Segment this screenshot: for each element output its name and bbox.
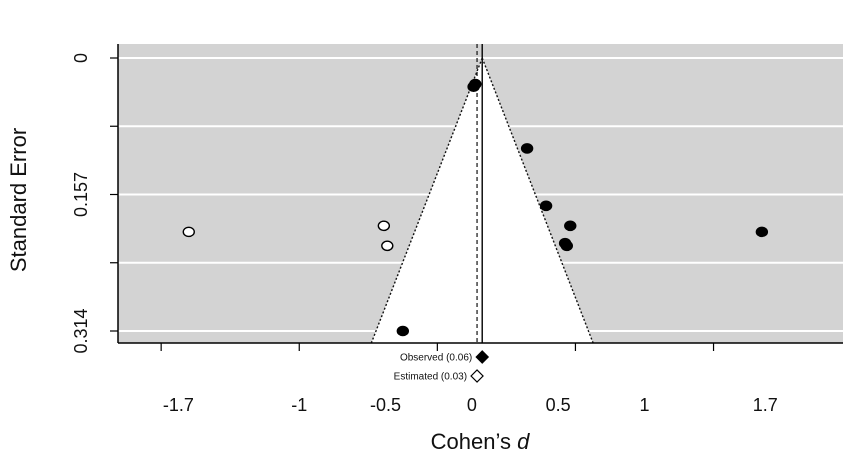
y-axis-ticks: 0 0.157 0.314 (71, 53, 118, 354)
observed-study-point (755, 226, 769, 238)
observed-study-point (396, 325, 410, 337)
estimated-summary-diamond (470, 369, 484, 383)
reference-lines (476, 44, 483, 343)
estimated-study-point (182, 226, 195, 238)
observed-study-point (564, 220, 577, 232)
x-tick-label: 1.7 (753, 395, 778, 415)
observed-study-point (467, 81, 480, 92)
x-tick-label: 0 (467, 395, 477, 415)
estimated-summary-label: Estimated (0.03) (394, 372, 467, 383)
x-tick-label: -0.5 (370, 395, 401, 415)
observed-study-point (539, 200, 553, 212)
funnel-left-edge (370, 57, 483, 344)
x-tick-label: 1 (639, 395, 649, 415)
x-tick-label: -1.7 (163, 395, 194, 415)
observed-summary-diamond (475, 350, 490, 364)
x-axis-title: Cohen’s d (431, 429, 530, 454)
x-axis-ticks: -1.7 -1 -0.5 0 0.5 1 1.7 (160, 343, 778, 415)
y-tick-label: 0.314 (71, 308, 91, 353)
y-axis-title: Standard Error (6, 128, 31, 272)
x-tick-label: -1 (291, 395, 307, 415)
data-points (182, 78, 769, 337)
observed-study-point (520, 143, 534, 154)
x-tick-label: 0.5 (546, 395, 571, 415)
summary-markers: Observed (0.06) Estimated (0.03) (394, 350, 490, 383)
observed-summary-label: Observed (0.06) (400, 353, 472, 364)
observed-study-point (560, 240, 574, 252)
estimated-study-point (381, 240, 394, 252)
funnel-right-edge (481, 57, 594, 344)
axes (117, 44, 843, 344)
estimated-study-point (377, 220, 391, 232)
y-tick-label: 0 (71, 53, 91, 63)
y-tick-label: 0.157 (71, 172, 91, 217)
